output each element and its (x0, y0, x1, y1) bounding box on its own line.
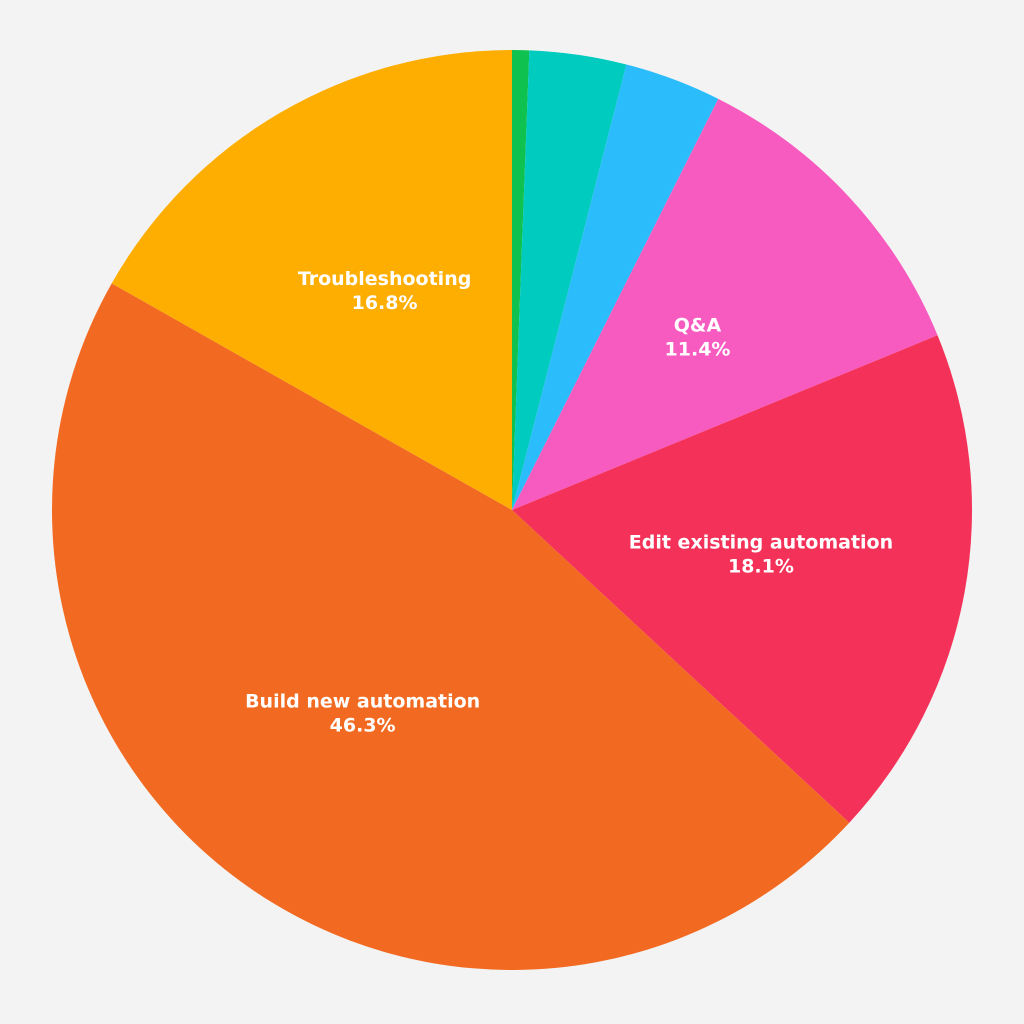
pie-slice (512, 335, 972, 823)
pie-slice (111, 50, 513, 510)
slice-label: Troubleshooting (298, 268, 472, 290)
slice-value-label: 16.8% (352, 292, 418, 314)
pie-slice (512, 50, 627, 510)
pie-slice (512, 50, 530, 510)
slice-value-label: 11.4% (665, 338, 731, 360)
pie-slice (512, 64, 719, 510)
pie-slice (512, 98, 938, 510)
slice-label: Q&A (674, 314, 722, 336)
slice-value-label: 18.1% (728, 556, 794, 578)
slice-label: Edit existing automation (629, 532, 893, 554)
slice-value-label: 46.3% (330, 715, 396, 737)
pie-slice (51, 283, 850, 970)
slice-label: Build new automation (245, 691, 480, 713)
